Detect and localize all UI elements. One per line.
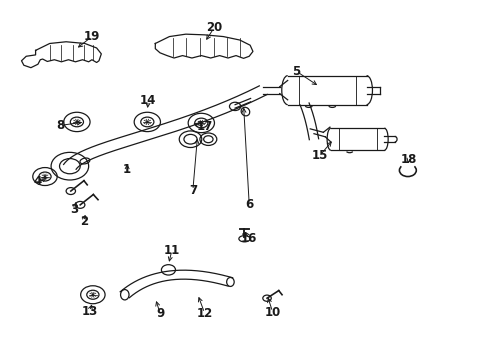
- Text: 19: 19: [83, 30, 100, 43]
- Text: 8: 8: [56, 119, 64, 132]
- Text: 12: 12: [196, 307, 212, 320]
- Text: 15: 15: [311, 149, 327, 162]
- Text: 11: 11: [163, 244, 180, 257]
- Text: 4: 4: [34, 175, 42, 188]
- Text: 7: 7: [188, 184, 197, 197]
- Text: 20: 20: [205, 22, 222, 35]
- Text: 13: 13: [81, 305, 98, 318]
- Text: 3: 3: [70, 203, 79, 216]
- Text: 10: 10: [264, 306, 280, 319]
- Text: 17: 17: [196, 120, 212, 133]
- Text: 1: 1: [123, 163, 131, 176]
- Text: 18: 18: [400, 153, 416, 166]
- Text: 6: 6: [244, 198, 253, 211]
- Text: 2: 2: [80, 215, 88, 228]
- Text: 9: 9: [156, 307, 164, 320]
- Text: 16: 16: [241, 232, 257, 245]
- Text: 5: 5: [291, 65, 300, 78]
- Text: 14: 14: [140, 94, 156, 107]
